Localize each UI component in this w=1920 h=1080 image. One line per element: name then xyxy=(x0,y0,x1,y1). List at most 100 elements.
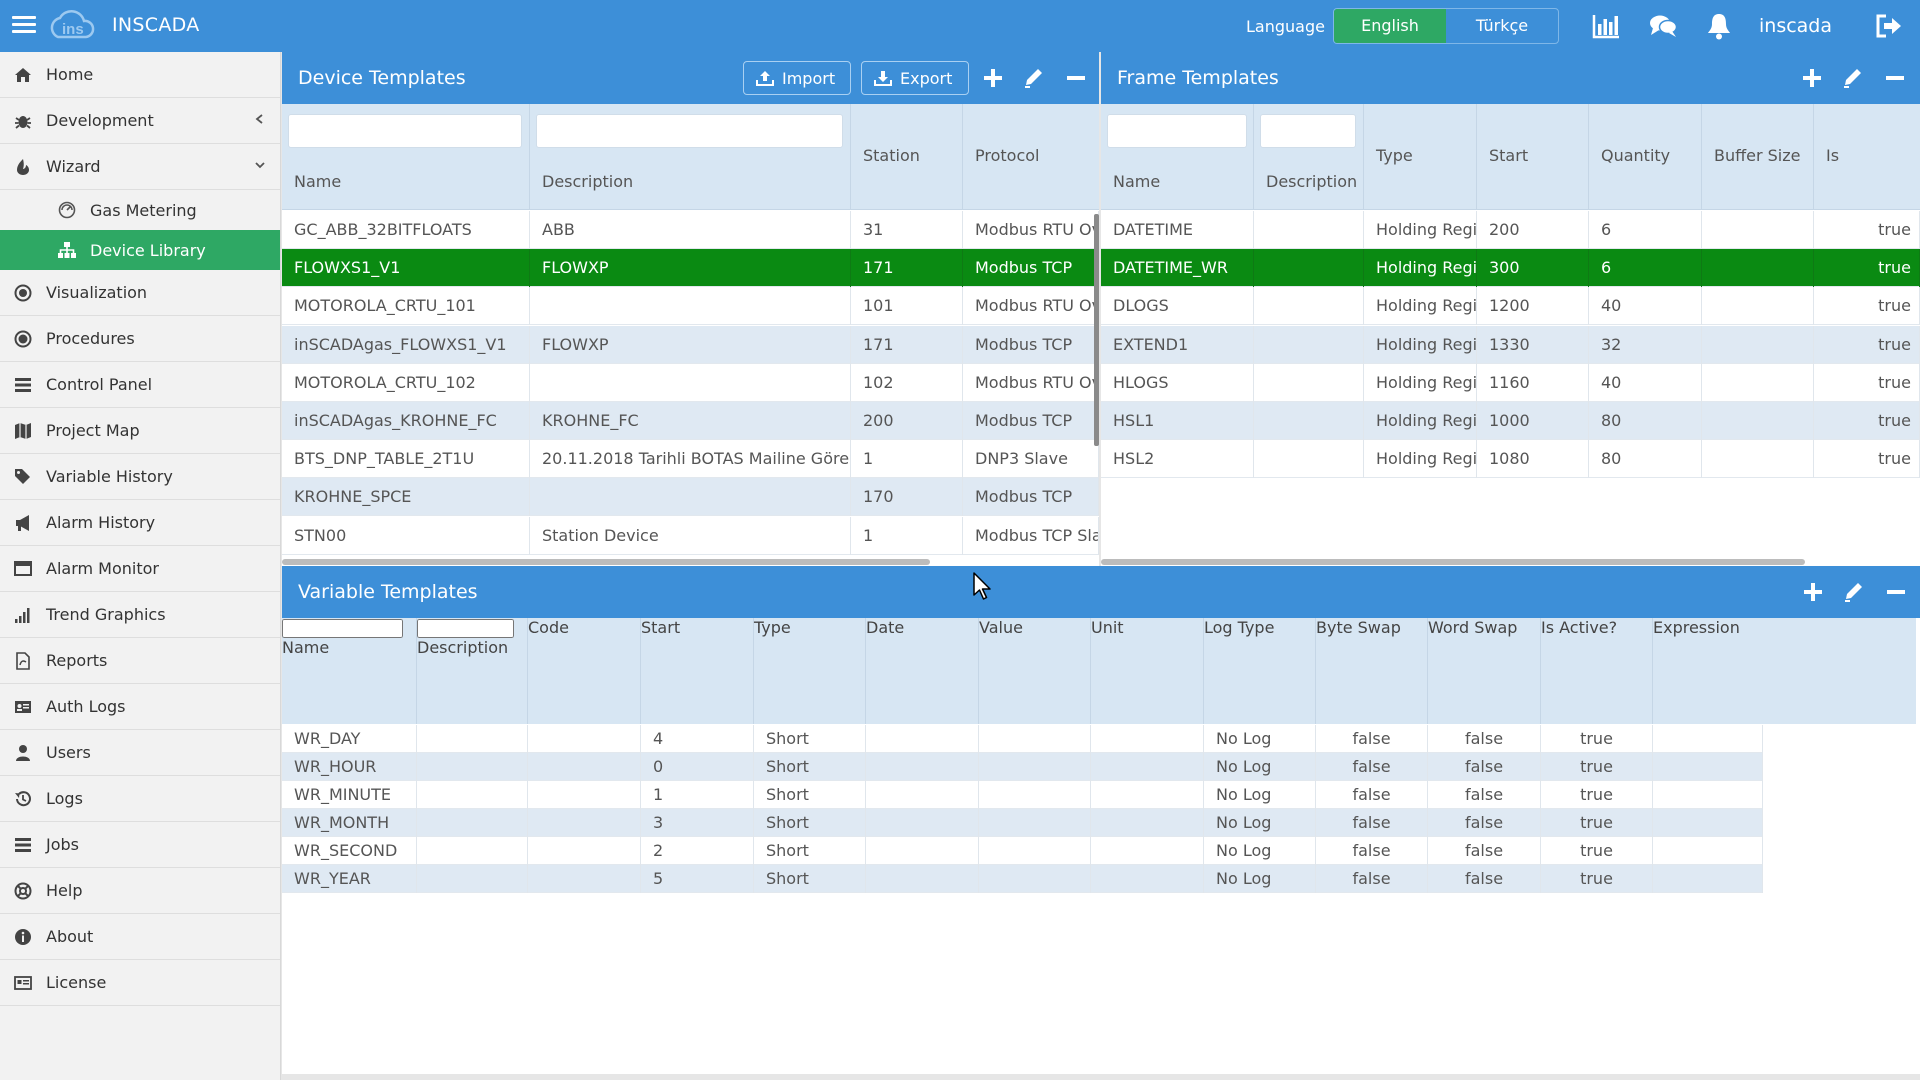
sidebar-item-trend-graphics[interactable]: Trend Graphics xyxy=(0,592,280,638)
table-row[interactable]: WR_DAY 4 Short No Log false false true xyxy=(282,725,1763,753)
device-name-col: Name xyxy=(282,104,530,210)
add-variable-template-icon[interactable] xyxy=(1801,581,1825,603)
table-cell: true xyxy=(1814,402,1920,440)
frame-start-col: Start xyxy=(1477,104,1589,210)
id-card-icon xyxy=(14,698,32,716)
table-row[interactable]: WR_MINUTE 1 Short No Log false false true xyxy=(282,781,1763,809)
table-row[interactable]: inSCADAgas_FLOWXS1_V1 FLOWXP 171 Modbus TCP xyxy=(282,325,1099,364)
logout-icon[interactable] xyxy=(1874,12,1904,40)
table-row[interactable]: HSL2 Holding Regis 1080 80 true xyxy=(1101,440,1920,479)
table-row[interactable]: KROHNE_SPCE 170 Modbus TCP xyxy=(282,478,1099,517)
frame-type-header: Type xyxy=(1376,146,1413,165)
sidebar-item-label: Device Library xyxy=(90,240,206,260)
table-row[interactable]: MOTOROLA_CRTU_101 101 Modbus RTU Ove xyxy=(282,287,1099,326)
sidebar-item-help[interactable]: Help xyxy=(0,868,280,914)
sidebar-item-label: About xyxy=(46,927,94,946)
sidebar-item-label: Control Panel xyxy=(46,375,153,394)
sidebar-item-alarm-history[interactable]: Alarm History xyxy=(0,500,280,546)
device-templates-table-header: Name Description Station Protocol xyxy=(282,104,1099,210)
table-row[interactable]: DLOGS Holding Regis 1200 40 true xyxy=(1101,287,1920,326)
device-description-filter[interactable] xyxy=(536,114,843,148)
sidebar-item-device-library[interactable]: Device Library xyxy=(0,230,280,270)
frame-description-filter[interactable] xyxy=(1260,114,1356,148)
sidebar-item-license[interactable]: License xyxy=(0,960,280,1006)
import-button[interactable]: Import xyxy=(743,61,851,95)
table-cell: true xyxy=(1541,809,1653,837)
variable-log-type-col: Log Type xyxy=(1204,618,1316,724)
table-row[interactable]: EXTEND1 Holding Regis 1330 32 true xyxy=(1101,325,1920,364)
username[interactable]: inscada xyxy=(1759,15,1833,37)
sidebar-item-wizard[interactable]: Wizard xyxy=(0,144,280,190)
table-row[interactable]: FLOWXS1_V1 FLOWXP 171 Modbus TCP xyxy=(282,249,1099,288)
hamburger-menu-icon[interactable] xyxy=(12,13,36,39)
device-description-col: Description xyxy=(530,104,851,210)
table-cell: false xyxy=(1316,865,1428,893)
table-row[interactable]: DATETIME Holding Regis 200 6 true xyxy=(1101,211,1920,249)
table-row[interactable]: HSL1 Holding Regis 1000 80 true xyxy=(1101,402,1920,440)
table-row[interactable]: WR_YEAR 5 Short No Log false false true xyxy=(282,865,1763,893)
sidebar-item-logs[interactable]: Logs xyxy=(0,776,280,822)
table-row[interactable]: HLOGS Holding Regis 1160 40 true xyxy=(1101,363,1920,402)
sidebar-item-project-map[interactable]: Project Map xyxy=(0,408,280,454)
sidebar-item-jobs[interactable]: Jobs xyxy=(0,822,280,868)
table-row[interactable]: WR_HOUR 0 Short No Log false false true xyxy=(282,753,1763,781)
inscada-logo: ins xyxy=(50,9,95,39)
table-cell xyxy=(1254,440,1364,479)
device-templates-hscrollbar[interactable] xyxy=(282,559,930,565)
download-icon xyxy=(874,71,892,86)
chevron-down-icon[interactable] xyxy=(254,159,266,171)
table-row[interactable]: BTS_DNP_TABLE_2T1U 20.11.2018 Tarihli BOT… xyxy=(282,440,1099,479)
edit-variable-template-icon[interactable] xyxy=(1842,581,1866,603)
variable-unit-col: Unit xyxy=(1091,618,1204,724)
frame-templates-hscrollbar[interactable] xyxy=(1101,559,1805,565)
edit-frame-template-icon[interactable] xyxy=(1841,67,1865,89)
sidebar-item-visualization[interactable]: Visualization xyxy=(0,270,280,316)
device-templates-vscrollbar[interactable] xyxy=(1094,214,1099,446)
table-cell: DATETIME_WR xyxy=(1101,249,1254,288)
export-button[interactable]: Export xyxy=(861,61,969,95)
table-row[interactable]: WR_MONTH 3 Short No Log false false true xyxy=(282,809,1763,837)
frame-name-filter[interactable] xyxy=(1107,114,1247,148)
sidebar-item-development[interactable]: Development xyxy=(0,98,280,144)
sidebar-item-label: Alarm Monitor xyxy=(46,559,159,578)
remove-frame-template-icon[interactable] xyxy=(1883,67,1907,89)
table-row[interactable]: STN00 Station Device 1 Modbus TCP Slav xyxy=(282,516,1099,555)
sidebar-item-control-panel[interactable]: Control Panel xyxy=(0,362,280,408)
language-english-button[interactable]: English xyxy=(1334,9,1446,43)
bell-icon[interactable] xyxy=(1704,12,1734,40)
table-cell xyxy=(866,837,979,865)
language-turkish-button[interactable]: Türkçe xyxy=(1475,16,1529,35)
variable-description-filter[interactable] xyxy=(417,619,514,638)
table-row[interactable]: WR_SECOND 2 Short No Log false false true xyxy=(282,837,1763,865)
table-row[interactable]: DATETIME_WR Holding Regis 300 6 true xyxy=(1101,249,1920,288)
remove-variable-template-icon[interactable] xyxy=(1884,581,1908,603)
sidebar-item-home[interactable]: Home xyxy=(0,52,280,98)
chevron-left-icon[interactable] xyxy=(254,113,266,125)
bar-chart-icon[interactable] xyxy=(1591,12,1621,40)
comments-icon[interactable] xyxy=(1648,12,1678,40)
frame-name-col: Name xyxy=(1101,104,1254,210)
table-cell xyxy=(866,753,979,781)
table-cell: inSCADAgas_KROHNE_FC xyxy=(282,402,530,440)
sidebar-item-gas-metering[interactable]: Gas Metering xyxy=(0,190,280,230)
table-row[interactable]: inSCADAgas_KROHNE_FC KROHNE_FC 200 Modbus T… xyxy=(282,402,1099,440)
device-templates-title: Device Templates xyxy=(298,67,466,89)
sidebar-item-reports[interactable]: Reports xyxy=(0,638,280,684)
sidebar-item-label: Home xyxy=(46,65,94,84)
table-cell: HSL2 xyxy=(1101,440,1254,479)
edit-device-template-icon[interactable] xyxy=(1022,67,1046,89)
add-device-template-icon[interactable] xyxy=(981,67,1005,89)
sidebar-item-alarm-monitor[interactable]: Alarm Monitor xyxy=(0,546,280,592)
device-name-filter[interactable] xyxy=(288,114,522,148)
upload-icon xyxy=(756,71,774,86)
table-row[interactable]: GC_ABB_32BITFLOATS ABB 31 Modbus RTU Ove xyxy=(282,211,1099,249)
sidebar-item-users[interactable]: Users xyxy=(0,730,280,776)
table-row[interactable]: MOTOROLA_CRTU_102 102 Modbus RTU Ove xyxy=(282,363,1099,402)
variable-name-filter[interactable] xyxy=(282,619,403,638)
sidebar-item-variable-history[interactable]: Variable History xyxy=(0,454,280,500)
sidebar-item-auth-logs[interactable]: Auth Logs xyxy=(0,684,280,730)
sidebar-item-about[interactable]: About xyxy=(0,914,280,960)
sidebar-item-procedures[interactable]: Procedures xyxy=(0,316,280,362)
add-frame-template-icon[interactable] xyxy=(1800,67,1824,89)
remove-device-template-icon[interactable] xyxy=(1064,67,1088,89)
